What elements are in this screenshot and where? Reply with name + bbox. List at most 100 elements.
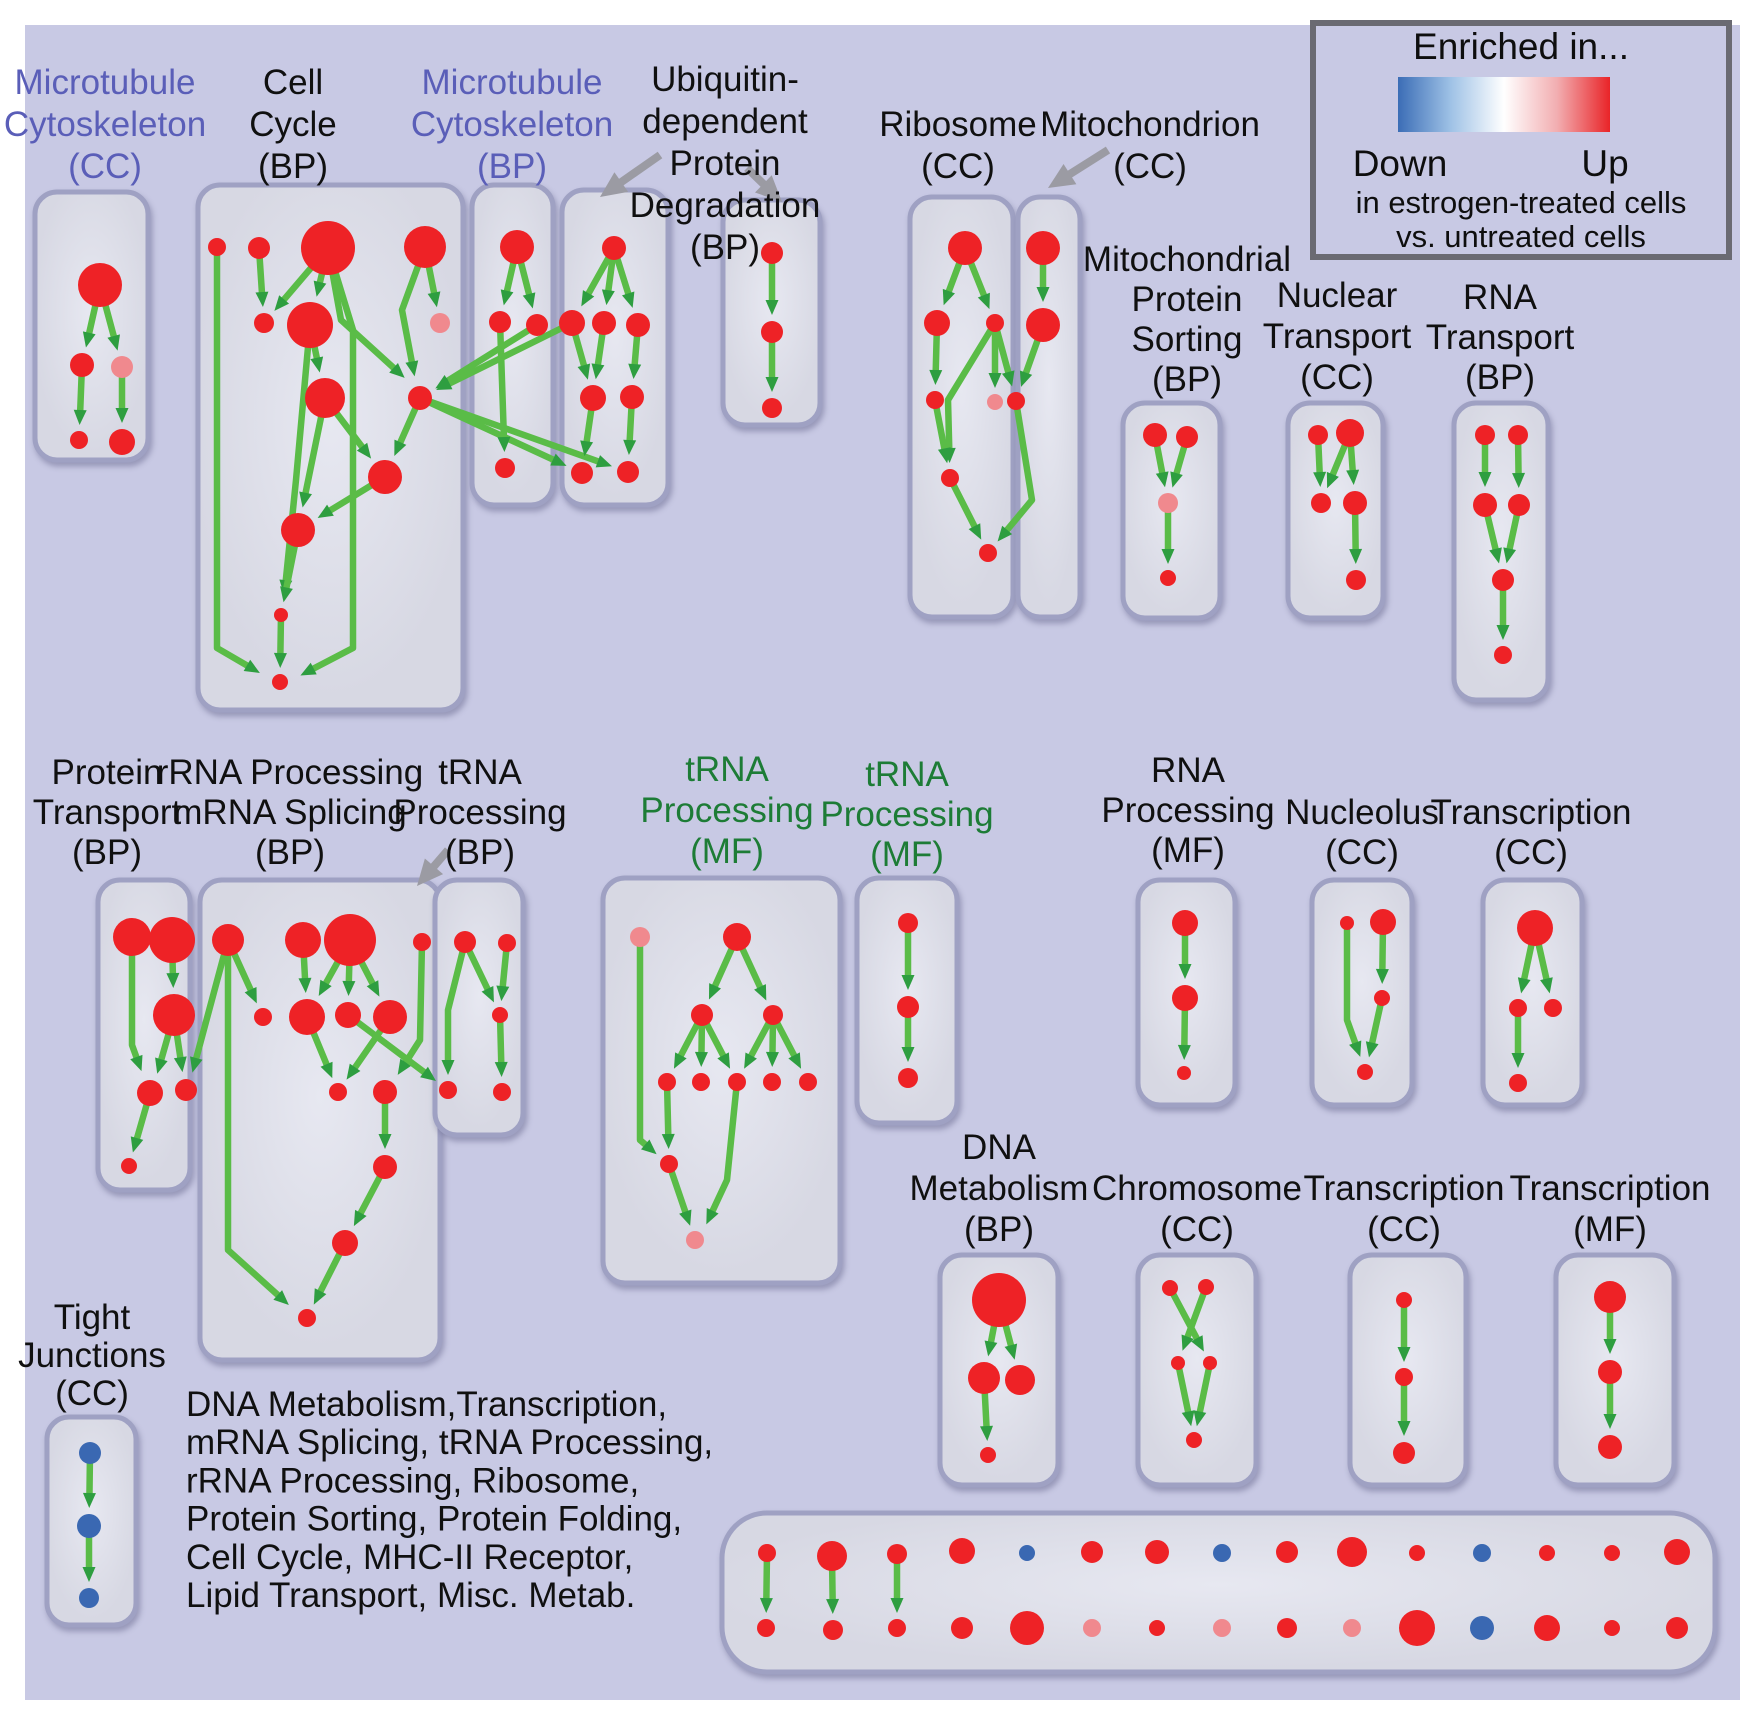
edge-arrow-head — [397, 1058, 412, 1075]
label-rrna-processing-mrna-splicing-bp: rRNA Processing mRNA Splicing (BP) — [157, 753, 423, 872]
go-term-node — [761, 242, 783, 264]
edge-arrow-head — [595, 455, 612, 468]
edge-arrow-head — [980, 1425, 993, 1442]
go-term-node — [1158, 493, 1178, 513]
go-term-node — [526, 314, 548, 336]
go-term-node — [888, 1619, 906, 1637]
go-term-node — [212, 924, 244, 956]
edge-arrow-head — [1313, 471, 1327, 488]
edge-arrow-head — [708, 983, 722, 1000]
go-term-node — [660, 1155, 678, 1173]
go-term-node — [1172, 985, 1198, 1011]
go-term-node — [1149, 1620, 1165, 1636]
label-nuclear-transport-cc: Nuclear Transport (CC) — [1263, 276, 1412, 397]
go-term-node — [1664, 1539, 1690, 1565]
edge-arrow-head — [522, 292, 536, 309]
go-term-node — [972, 1273, 1026, 1327]
edge-arrow-head — [901, 1047, 915, 1062]
legend-subtitle-line2: vs. untreated cells — [1396, 219, 1646, 254]
edge-arrow-head — [765, 1051, 779, 1068]
go-term-node — [1337, 1537, 1367, 1567]
go-term-node — [368, 460, 402, 494]
edge-arrow-shaft — [663, 1078, 672, 1144]
edge-arrow-shaft — [344, 1011, 433, 1079]
go-term-node — [298, 1309, 316, 1327]
label-cell-cycle-bp: Cell Cycle (BP) — [249, 63, 337, 186]
edge-arrow-head — [115, 408, 129, 423]
edge-arrow-head — [130, 1054, 143, 1072]
edge-arrow-head — [346, 1063, 361, 1080]
edge-arrow-head — [420, 1066, 436, 1081]
go-term-node — [281, 513, 315, 547]
edge-arrow-head — [1019, 370, 1033, 387]
edge-arrow-head — [1397, 1347, 1411, 1362]
go-term-node — [979, 544, 997, 562]
go-term-node — [686, 1231, 704, 1249]
edge-arrow-head — [826, 1598, 840, 1615]
go-term-node — [1509, 999, 1527, 1017]
go-term-node — [1007, 392, 1025, 410]
edge-arrow-head — [717, 1052, 731, 1069]
go-term-node — [335, 1002, 361, 1028]
edge-arrow-head — [353, 1209, 367, 1227]
edge-arrow-shaft — [416, 394, 607, 467]
cluster-box-transcription-cc-mid — [1480, 877, 1585, 1108]
go-term-node — [580, 385, 606, 411]
go-term-node — [1598, 1360, 1622, 1384]
go-term-node — [1213, 1619, 1231, 1637]
go-term-node — [1160, 570, 1176, 586]
edge-arrow-head — [1161, 549, 1175, 564]
go-term-node — [493, 1083, 511, 1101]
go-term-node — [1343, 491, 1367, 515]
edge-arrow-head — [988, 373, 1002, 388]
edge-arrow-shaft — [440, 319, 576, 390]
cluster-box-nuclear-transport-cc — [1285, 400, 1386, 621]
go-term-node — [658, 1073, 676, 1091]
go-term-node — [1083, 1619, 1101, 1637]
edge-arrow-shaft — [277, 611, 285, 663]
edge-arrow-shaft — [1174, 1359, 1193, 1421]
go-term-node — [1508, 494, 1530, 516]
edge-arrow-head — [577, 363, 591, 380]
cluster-box-nucleolus-cc — [1309, 877, 1415, 1108]
edge-arrow-head — [280, 586, 293, 603]
edge-arrow-head — [1496, 625, 1510, 640]
go-term-node — [1162, 1280, 1178, 1296]
edge-arrow-head — [1181, 1410, 1195, 1427]
edge-arrow-head — [1603, 1339, 1617, 1354]
go-term-node — [898, 913, 918, 933]
annotation-arrow-head — [1048, 163, 1077, 188]
go-term-node — [70, 353, 94, 377]
edge-arrow-head — [378, 1134, 392, 1149]
go-term-node — [1308, 425, 1328, 445]
edge-arrow-head — [389, 362, 405, 378]
edge-arrow-head — [788, 1052, 802, 1069]
go-term-node — [287, 302, 333, 348]
edge-arrow-head — [318, 979, 332, 997]
go-term-node — [1346, 570, 1366, 590]
go-term-node — [113, 918, 151, 956]
edge-arrow-head — [754, 984, 767, 1001]
go-term-node — [559, 310, 585, 336]
edge-arrow-head — [1349, 548, 1363, 565]
label-rna-transport-bp: RNA Transport (BP) — [1426, 278, 1575, 397]
go-term-node — [70, 431, 88, 449]
edge-arrow-head — [679, 1209, 692, 1226]
go-term-node — [758, 1544, 776, 1562]
go-term-node — [897, 996, 919, 1018]
go-term-node — [489, 311, 511, 333]
edge-arrow-head — [313, 280, 327, 297]
edge-arrow-shaft — [1343, 919, 1361, 1052]
edge-arrow-head — [166, 972, 180, 989]
go-term-node — [1370, 909, 1396, 935]
go-term-node — [948, 231, 982, 265]
go-term-node — [941, 469, 959, 487]
edge-arrow-head — [1603, 1414, 1617, 1429]
go-term-node — [1395, 1368, 1413, 1386]
edge-arrow-head — [1181, 1334, 1194, 1351]
edge-arrow-head — [310, 356, 324, 373]
go-term-node — [571, 462, 593, 484]
go-term-node — [1145, 1540, 1169, 1564]
go-term-node — [1494, 646, 1512, 664]
edge-arrow-head — [765, 300, 779, 315]
